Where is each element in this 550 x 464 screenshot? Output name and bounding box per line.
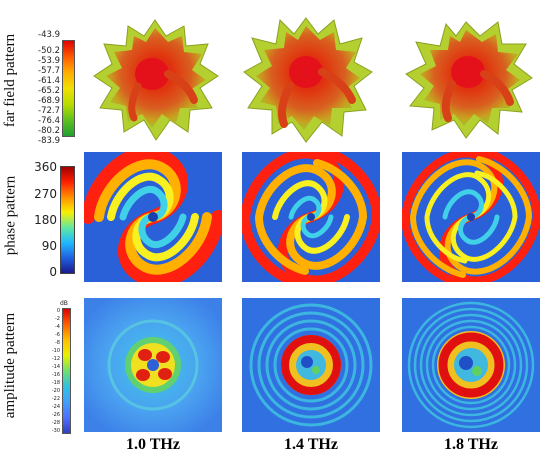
amplitude-pattern-1-0-thz bbox=[84, 298, 222, 432]
colorbar-tick: -26 bbox=[51, 412, 60, 418]
colorbar-tick: 0 bbox=[49, 265, 57, 279]
amplitude-pattern-1-8-thz bbox=[402, 298, 540, 432]
far-field-colorbar bbox=[62, 40, 75, 137]
colorbar-tick: -53.9 bbox=[38, 56, 60, 66]
colorbar-tick: 360 bbox=[34, 160, 57, 174]
colorbar-tick: 270 bbox=[34, 187, 57, 201]
colorbar-tick: -12 bbox=[51, 356, 60, 362]
colorbar-tick: -24 bbox=[51, 404, 60, 410]
colorbar-tick: -76.4 bbox=[38, 116, 60, 126]
phase-colorbar-ticks: 360 270 180 90 0 bbox=[24, 160, 57, 280]
far-field-colorbar-ticks: -43.9 -50.2 -53.9 -57.7 -61.4 -65.2 -68.… bbox=[26, 0, 60, 150]
phase-pattern-1-4-thz bbox=[242, 152, 380, 282]
row-label-phase: phase pattern bbox=[2, 175, 19, 255]
colorbar-tick: 180 bbox=[34, 213, 57, 227]
colorbar-tick: -16 bbox=[51, 372, 60, 378]
colorbar-tick: -18 bbox=[51, 380, 60, 386]
colorbar-tick: -2 bbox=[55, 316, 60, 322]
frequency-label-1-0-thz: 1.0 THz bbox=[126, 436, 180, 453]
colorbar-tick: -61.4 bbox=[38, 76, 60, 86]
colorbar-tick: -4 bbox=[55, 324, 60, 330]
far-field-pattern-1-4-thz bbox=[240, 14, 375, 144]
colorbar-tick: 0 bbox=[56, 308, 60, 314]
phase-colorbar bbox=[60, 166, 75, 274]
frequency-label-1-8-thz: 1.8 THz bbox=[444, 436, 498, 453]
colorbar-tick: -43.9 bbox=[38, 30, 60, 40]
colorbar-tick: -80.2 bbox=[38, 126, 60, 136]
colorbar-tick: -68.9 bbox=[38, 96, 60, 106]
amplitude-colorbar bbox=[62, 308, 71, 434]
amplitude-colorbar-ticks: 0 -2 -4 -6 -8 -10 -12 -14 -16 -18 -20 -2… bbox=[40, 306, 60, 436]
colorbar-tick: -28 bbox=[51, 420, 60, 426]
colorbar-tick: -10 bbox=[51, 348, 60, 354]
phase-pattern-1-0-thz bbox=[84, 152, 222, 282]
row-label-far-field: far field pattern bbox=[2, 33, 19, 127]
colorbar-tick: -20 bbox=[51, 388, 60, 394]
frequency-label-1-4-thz: 1.4 THz bbox=[284, 436, 338, 453]
colorbar-tick: -57.7 bbox=[38, 66, 60, 76]
colorbar-tick: -14 bbox=[51, 364, 60, 370]
colorbar-tick: -65.2 bbox=[38, 86, 60, 96]
colorbar-tick: -50.2 bbox=[38, 46, 60, 56]
colorbar-tick: -22 bbox=[51, 396, 60, 402]
amplitude-pattern-1-4-thz bbox=[242, 298, 380, 432]
row-label-amplitude: amplitude pattern bbox=[2, 312, 19, 418]
colorbar-tick: -30 bbox=[51, 428, 60, 434]
far-field-pattern-1-8-thz bbox=[402, 14, 537, 144]
colorbar-tick: -72.7 bbox=[38, 106, 60, 116]
colorbar-tick: -8 bbox=[55, 340, 60, 346]
colorbar-tick: -83.9 bbox=[38, 136, 60, 146]
colorbar-tick: -6 bbox=[55, 332, 60, 338]
colorbar-tick: 90 bbox=[41, 239, 57, 253]
amplitude-colorbar-unit: dB bbox=[60, 300, 68, 307]
far-field-pattern-1-0-thz bbox=[88, 14, 223, 144]
phase-pattern-1-8-thz bbox=[402, 152, 540, 282]
